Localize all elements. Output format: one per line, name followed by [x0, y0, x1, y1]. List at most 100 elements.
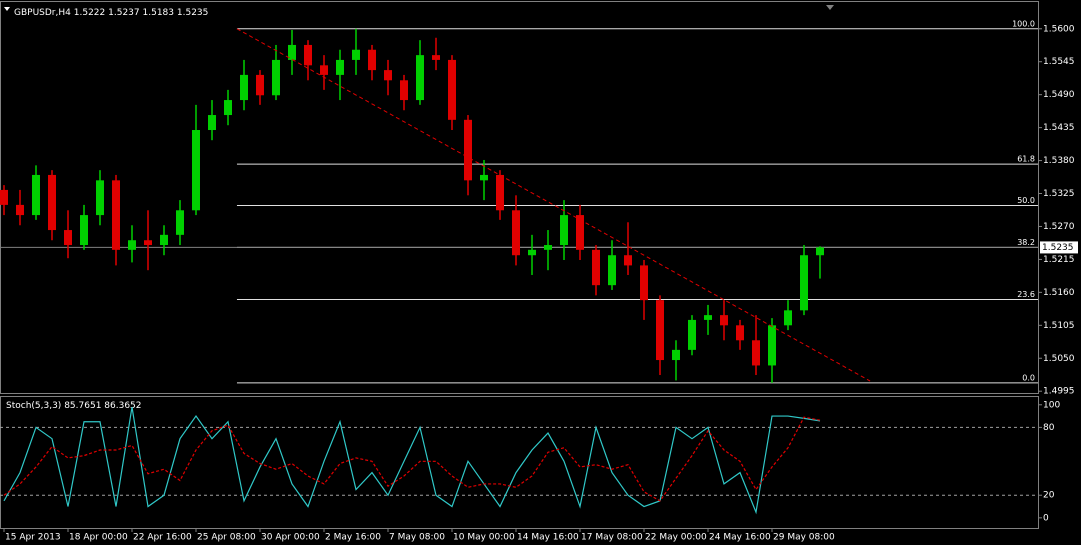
stoch-signal-value: 86.3652: [104, 401, 141, 411]
x-tick-label: 7 May 08:00: [389, 533, 445, 543]
candle-body: [32, 174, 40, 216]
candle-body: [736, 325, 744, 341]
candle-body: [432, 55, 440, 60]
candle-body: [720, 315, 728, 326]
candle-body: [768, 325, 776, 366]
y-tick-label: 1.5105: [1043, 321, 1075, 331]
x-tick-label: 25 Apr 08:00: [197, 533, 256, 543]
candle-body: [592, 249, 600, 286]
candle-body: [240, 74, 248, 101]
candle-body: [640, 265, 648, 301]
fib-label: 0.0: [1022, 373, 1035, 382]
candle-body: [48, 174, 56, 231]
candle-body: [224, 100, 232, 116]
candle-body: [688, 319, 696, 350]
candle-body: [304, 44, 312, 66]
candle-body: [704, 315, 712, 320]
candle-body: [0, 189, 8, 205]
candle-body: [160, 234, 168, 246]
candle-body: [800, 255, 808, 311]
x-tick-label: 2 May 16:00: [325, 533, 381, 543]
header-low: 1.5183: [143, 8, 175, 18]
symbol: GBPUSDr,H4: [14, 8, 71, 18]
shift-marker: [826, 5, 834, 10]
fib-label: 23.6: [1017, 290, 1035, 299]
candle-body: [672, 349, 680, 361]
fib-label: 100.0: [1012, 19, 1035, 28]
candle-body: [80, 215, 88, 246]
candle-body: [16, 204, 24, 216]
candle-body: [176, 210, 184, 235]
y-tick-label: 1.5215: [1043, 255, 1075, 265]
x-tick-label: 15 Apr 2013: [5, 533, 61, 543]
x-tick-label: 30 Apr 00:00: [261, 533, 320, 543]
candle-body: [368, 49, 376, 71]
candle-body: [448, 59, 456, 120]
candle-body: [416, 55, 424, 101]
x-tick-label: 22 Apr 16:00: [133, 533, 192, 543]
candle-body: [352, 49, 360, 60]
candle-body: [272, 59, 280, 96]
y-tick-label: 1.4995: [1043, 387, 1075, 397]
y-tick-label: 1.5050: [1043, 354, 1075, 364]
candle-body: [560, 215, 568, 246]
candle-body: [576, 215, 584, 250]
candle-body: [384, 70, 392, 81]
y-tick-label: 0: [1043, 513, 1049, 523]
x-tick-label: 10 May 00:00: [453, 533, 515, 543]
y-tick-label: 1.5380: [1043, 156, 1075, 166]
y-tick-label: 1.5270: [1043, 222, 1075, 232]
candle-body: [624, 255, 632, 266]
candle-body: [336, 59, 344, 75]
candle-body: [192, 130, 200, 211]
x-tick-label: 14 May 16:00: [517, 533, 579, 543]
candle-body: [144, 240, 152, 246]
candle-body: [512, 210, 520, 256]
candle-body: [816, 247, 824, 256]
header: GBPUSDr,H4 1.5222 1.5237 1.5183 1.5235: [14, 8, 208, 18]
y-tick-label: 20: [1043, 491, 1055, 501]
candle-body: [608, 255, 616, 286]
y-tick-label: 1.5435: [1043, 123, 1075, 133]
stoch-header: Stoch(5,3,3) 85.7651 86.3652: [6, 401, 142, 411]
candle-body: [288, 44, 296, 60]
x-tick-label: 24 May 16:00: [709, 533, 771, 543]
candle-body: [656, 300, 664, 361]
y-tick-label: 1.5545: [1043, 57, 1075, 67]
candle-body: [528, 249, 536, 256]
x-tick-label: 17 May 08:00: [581, 533, 643, 543]
fib-label: 61.8: [1017, 155, 1035, 164]
fib-label: 38.2: [1017, 238, 1035, 247]
price-badge-label: 1.5235: [1042, 243, 1074, 253]
y-tick-label: 80: [1043, 423, 1055, 433]
y-tick-label: 1.5490: [1043, 90, 1075, 100]
stoch-main-value: 85.7651: [64, 401, 101, 411]
price-badge: [1040, 241, 1078, 254]
candle-body: [256, 74, 264, 96]
candle-body: [752, 340, 760, 366]
candle-body: [400, 80, 408, 101]
trendline: [236, 28, 871, 382]
candle-body: [480, 174, 488, 181]
stoch-frame: [0, 396, 1039, 529]
y-tick-label: 1.5600: [1043, 24, 1075, 34]
stoch-line: [3, 406, 821, 515]
header-open: 1.5222: [74, 8, 106, 18]
x-tick-label: 22 May 00:00: [645, 533, 707, 543]
candle-body: [464, 119, 472, 181]
candle-body: [128, 240, 136, 250]
stoch-line: [3, 416, 821, 502]
menu-icon[interactable]: [4, 7, 10, 11]
x-tick-label: 29 May 08:00: [773, 533, 835, 543]
header-close: 1.5235: [177, 8, 209, 18]
y-tick-label: 1.5325: [1043, 189, 1075, 199]
x-tick-label: 18 Apr 00:00: [69, 533, 128, 543]
candle-body: [784, 310, 792, 326]
stoch-title: Stoch(5,3,3): [6, 401, 61, 411]
candle-body: [544, 245, 552, 250]
candle-body: [320, 65, 328, 75]
y-tick-label: 100: [1043, 400, 1060, 410]
candle-body: [496, 174, 504, 211]
header-high: 1.5237: [108, 8, 140, 18]
